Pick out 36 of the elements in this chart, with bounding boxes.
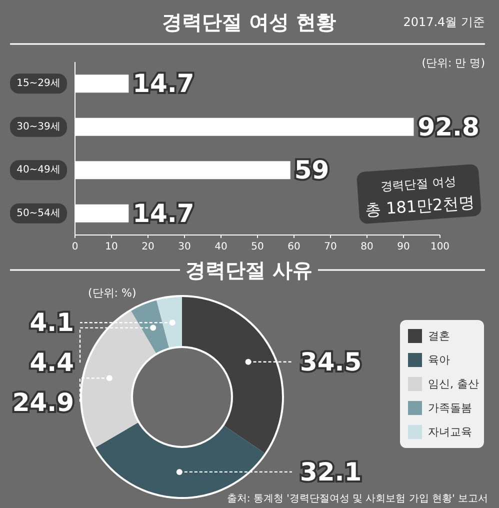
legend-label: 육아	[428, 354, 450, 366]
x-tick-label: 0	[72, 242, 78, 252]
y-tick-label: 40~49세	[16, 164, 60, 176]
data-label: 24.9	[12, 388, 74, 418]
x-tick-label: 70	[324, 242, 337, 252]
text: (단위: %)	[88, 286, 136, 300]
data-label: 4.1	[30, 308, 74, 338]
x-tick-label: 20	[142, 242, 154, 252]
legend-label: 자녀교육	[428, 426, 472, 438]
x-tick-label: 80	[360, 242, 374, 252]
x-tick-label: 60	[288, 242, 300, 252]
data-label: 92.8	[418, 112, 480, 142]
data-label: 34.5	[300, 347, 362, 376]
y-tick-label: 50~54세	[16, 208, 60, 219]
legend-label: 결혼	[428, 330, 450, 342]
data-label: 32.1	[300, 457, 362, 486]
source-note: 출처: 통계청 '경력단절여성 및 사회보험 가입 현황' 보고서	[226, 494, 488, 504]
chart-title: 경력단절 사유	[186, 258, 312, 282]
x-tick-label: 50	[251, 242, 264, 252]
data-label: 59	[294, 156, 330, 185]
data-label: 14.7	[132, 198, 194, 228]
y-tick-label: 15~29세	[16, 78, 60, 90]
annotation: (단위: 만 명)	[422, 56, 485, 70]
x-tick-label: 10	[105, 242, 118, 252]
x-tick-label: 90	[397, 242, 410, 252]
annotation: 경력단절 여성 총 181만2천명	[364, 174, 476, 220]
text: 2017.4월 기준	[403, 15, 485, 29]
chart-title: 경력단절 여성 현황	[162, 10, 336, 34]
legend-label: 임신, 출산	[428, 378, 479, 390]
x-tick-label: 100	[430, 242, 450, 252]
legend-label: 가족돌봄	[428, 402, 472, 414]
data-label: 4.4	[30, 348, 74, 378]
data-label: 14.7	[132, 69, 194, 98]
y-tick-label: 30~39세	[16, 121, 60, 132]
x-tick-label: 30	[178, 242, 191, 252]
x-tick-label: 40	[214, 242, 228, 252]
